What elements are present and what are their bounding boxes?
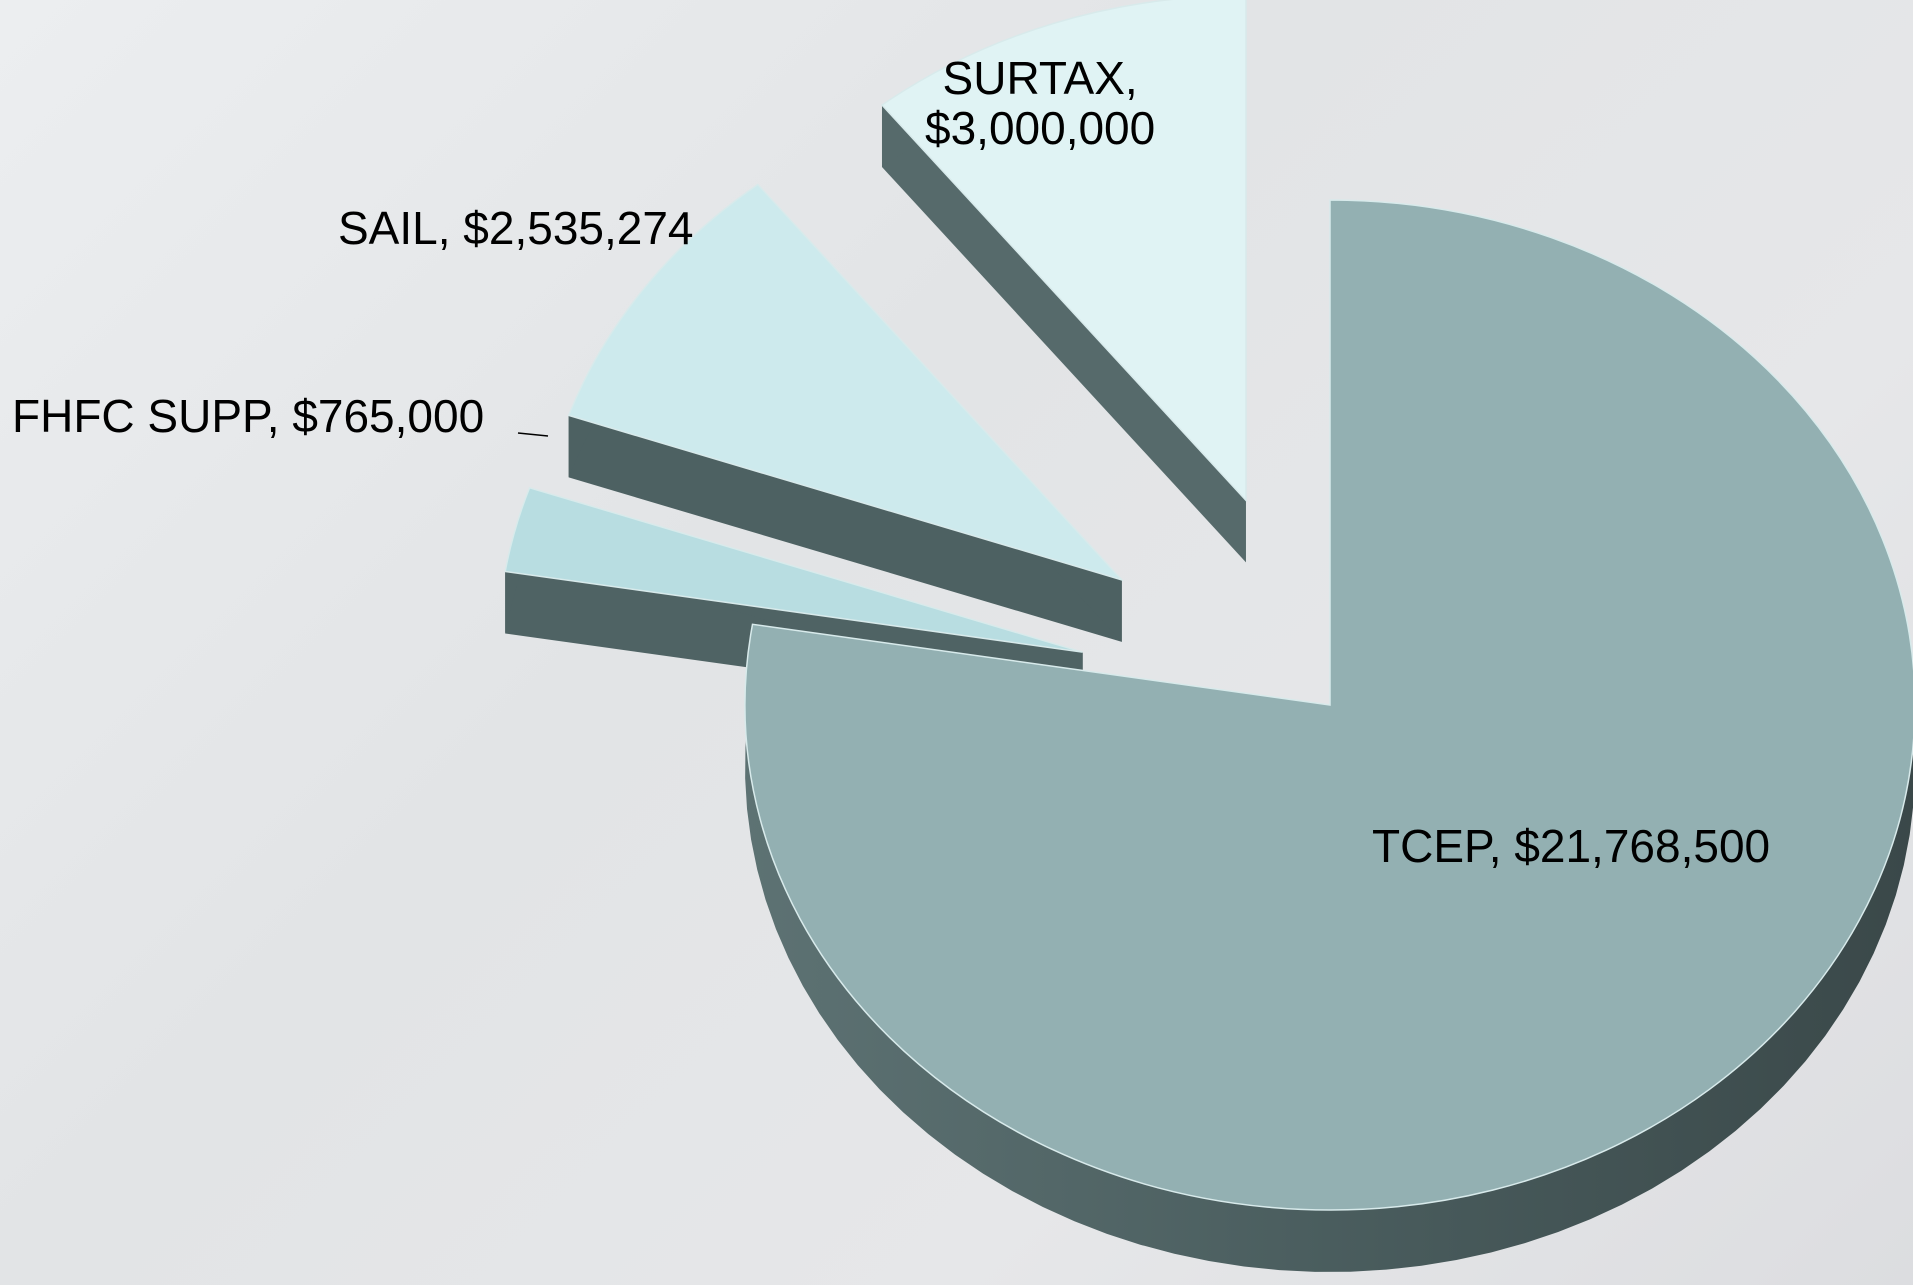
slice — [744, 199, 1913, 1211]
slice-wall — [568, 415, 1122, 642]
slice-label: TCEP, $21,768,500 — [1372, 820, 1771, 872]
slice-label: SAIL, $2,535,274 — [338, 202, 694, 254]
leader-line — [517, 432, 549, 437]
slice-wall — [881, 105, 1246, 563]
slice — [880, 0, 1247, 503]
slice-label: SURTAX, $3,000,000 — [925, 52, 1156, 154]
slice — [567, 183, 1125, 582]
slice-label: FHFC SUPP, $765,000 — [12, 390, 485, 442]
slice — [504, 486, 1083, 653]
